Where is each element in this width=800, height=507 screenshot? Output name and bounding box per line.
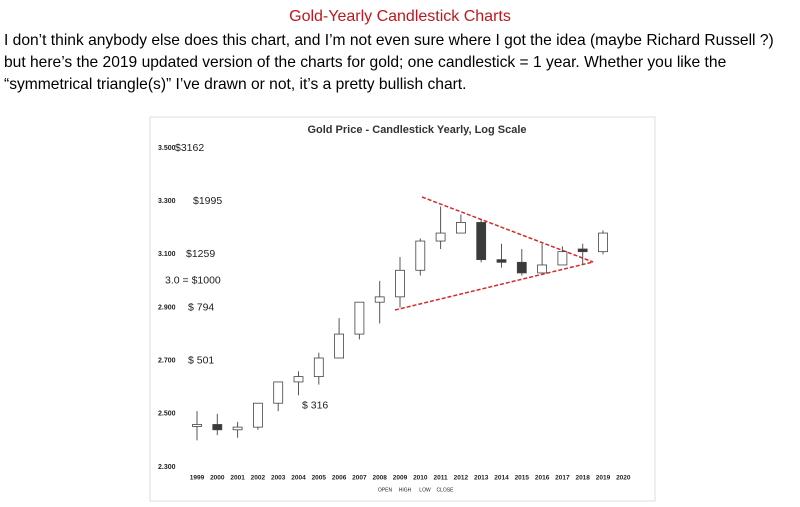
candle-body — [252, 402, 263, 428]
x-tick-label: 2016 — [535, 475, 550, 482]
candle-body — [455, 222, 466, 234]
legend-entry: HIGH — [399, 487, 412, 493]
price-annotation: $ 316 — [302, 400, 328, 412]
x-tick-label: 2007 — [352, 475, 367, 482]
candle-body — [313, 357, 324, 378]
price-annotation: $ 501 — [188, 354, 214, 366]
candle-body — [476, 222, 487, 261]
x-tick-label: 2012 — [454, 475, 469, 482]
candle-body — [598, 232, 608, 253]
x-tick-label: 2011 — [434, 475, 448, 482]
candle-body — [496, 259, 507, 263]
triangle-line — [421, 196, 594, 263]
candle-body — [212, 424, 223, 431]
legend-entry: OPEN — [378, 487, 393, 493]
triangle-line — [394, 261, 594, 311]
x-tick-label: 2019 — [596, 475, 611, 482]
x-tick-label: 2000 — [210, 475, 225, 482]
chart-title: Gold Price - Candlestick Yearly, Log Sca… — [307, 124, 526, 136]
price-annotation: $ 794 — [188, 301, 214, 313]
candle-body — [516, 261, 527, 274]
doc-paragraph: I don’t think anybody else does this cha… — [4, 32, 774, 93]
x-tick-label: 1999 — [190, 475, 205, 482]
candle-body — [354, 301, 365, 335]
x-tick-label: 2006 — [332, 475, 347, 482]
candle-body — [232, 426, 243, 431]
candle-body — [415, 240, 426, 271]
x-tick-label: 2017 — [555, 475, 570, 482]
candle-body — [273, 381, 284, 404]
candle-body — [557, 251, 568, 266]
candle-body — [192, 424, 202, 427]
price-annotation: $3162 — [175, 142, 204, 154]
x-tick-label: 2004 — [291, 475, 306, 482]
chart-frame — [149, 116, 656, 502]
x-tick-label: 2015 — [515, 475, 530, 482]
y-tick-label: 3.300 — [158, 198, 176, 205]
candle-body — [374, 296, 385, 303]
y-tick-label: 3.100 — [158, 251, 176, 258]
x-tick-label: 2018 — [575, 475, 590, 482]
x-tick-label: 2010 — [413, 475, 428, 482]
x-tick-label: 2005 — [312, 475, 327, 482]
candle-body — [395, 269, 405, 298]
price-annotation: $1995 — [193, 195, 222, 207]
x-tick-label: 2013 — [474, 475, 489, 482]
y-tick-label: 3.500 — [158, 145, 176, 152]
doc-title: Gold-Yearly Candlestick Charts — [289, 8, 511, 25]
price-annotation: 3.0 = $1000 — [165, 275, 221, 287]
x-tick-label: 2008 — [372, 475, 387, 482]
candle-body — [334, 333, 345, 359]
legend-entry: CLOSE — [437, 487, 455, 493]
price-annotation: $1259 — [186, 248, 215, 260]
x-tick-label: 2001 — [230, 475, 245, 482]
x-tick-label: 2009 — [393, 475, 408, 482]
y-tick-label: 2.900 — [158, 304, 176, 311]
x-tick-label: 2020 — [616, 475, 631, 482]
y-tick-label: 2.500 — [158, 411, 176, 418]
x-tick-label: 2002 — [251, 475, 266, 482]
candle-body — [577, 248, 588, 253]
legend-entry: LOW — [419, 487, 431, 493]
y-tick-label: 2.700 — [158, 358, 176, 365]
y-tick-label: 2.300 — [158, 464, 176, 471]
candle-body — [435, 232, 446, 242]
x-tick-label: 2014 — [494, 475, 509, 482]
x-tick-label: 2003 — [271, 475, 286, 482]
candle-body — [293, 376, 304, 383]
candle-body — [537, 264, 547, 274]
